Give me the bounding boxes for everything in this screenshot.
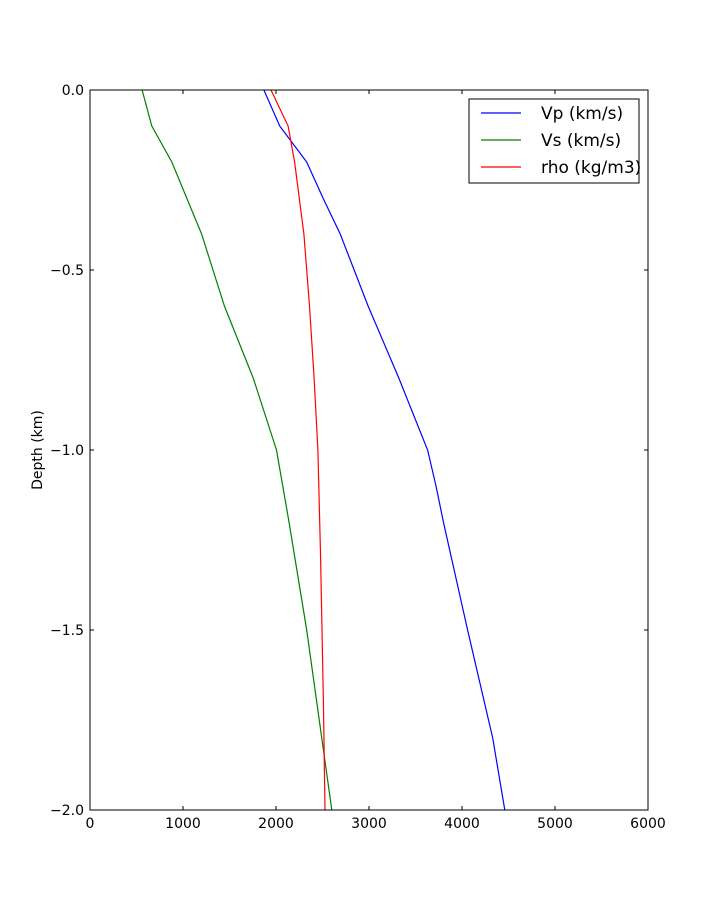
legend-label-2: rho (kg/m3) bbox=[541, 158, 641, 178]
series-line-0 bbox=[263, 89, 506, 811]
series-lines bbox=[141, 89, 506, 811]
y-tick-label: −2.0 bbox=[50, 803, 84, 819]
x-tick-label: 6000 bbox=[630, 816, 666, 832]
plot-frame bbox=[89, 89, 649, 811]
legend-label-1: Vs (km/s) bbox=[541, 131, 621, 151]
y-tick-label: −1.0 bbox=[50, 443, 84, 459]
y-tick-label: −0.5 bbox=[50, 263, 84, 279]
legend: Vp (km/s) Vs (km/s) rho (kg/m3) bbox=[468, 98, 641, 184]
y-tick-label: 0.0 bbox=[62, 83, 84, 99]
x-tick-label: 4000 bbox=[444, 816, 480, 832]
legend-label-0: Vp (km/s) bbox=[541, 104, 623, 124]
x-tick-label: 1000 bbox=[165, 816, 201, 832]
y-axis: 0.0 −0.5 −1.0 −1.5 −2.0 bbox=[50, 83, 648, 819]
x-tick-label: 3000 bbox=[351, 816, 387, 832]
x-tick-label: 0 bbox=[86, 816, 95, 832]
x-axis: 0 1000 2000 3000 4000 5000 6000 bbox=[86, 90, 666, 832]
series-line-2 bbox=[270, 89, 326, 811]
y-tick-label: −1.5 bbox=[50, 623, 84, 639]
x-tick-label: 5000 bbox=[537, 816, 573, 832]
x-tick-label: 2000 bbox=[258, 816, 294, 832]
y-axis-label: Depth (km) bbox=[30, 410, 46, 490]
series-line-1 bbox=[141, 89, 333, 811]
